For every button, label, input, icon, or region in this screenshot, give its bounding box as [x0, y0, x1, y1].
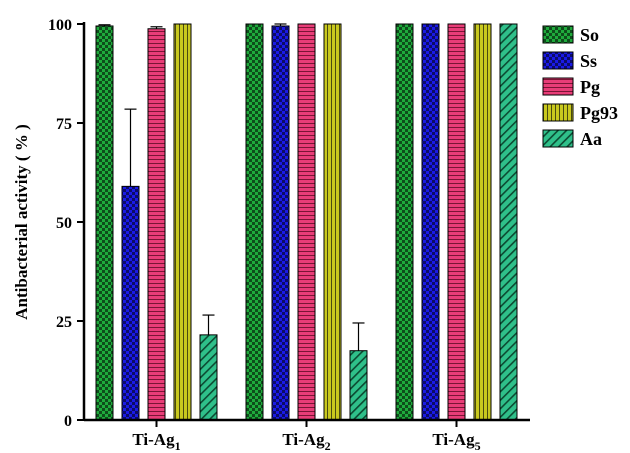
bar-ss-2 [271, 25, 290, 421]
legend-label-aa: Aa [580, 129, 602, 149]
y-tick-label: 50 [56, 215, 72, 232]
bar-so-2 [245, 23, 264, 421]
bar-aa-3 [499, 23, 518, 421]
error-bars-layer [98, 23, 365, 351]
bar-pg-2 [297, 23, 316, 421]
bar-so-1 [95, 25, 114, 421]
legend-swatch-pg93 [542, 103, 574, 122]
bar-pg93-2 [323, 23, 342, 421]
legend-swatch-pg [542, 77, 574, 96]
y-tick-label: 75 [56, 116, 72, 133]
legend: So Ss Pg Pg93 Aa [542, 25, 618, 149]
bar-so-3 [395, 23, 414, 421]
y-axis-label-group: Antibacterial activity ( % ) [12, 124, 31, 319]
legend-swatch-aa [542, 129, 574, 148]
legend-label-so: So [580, 25, 599, 45]
legend-swatch-so [542, 25, 574, 44]
y-tick-label: 0 [64, 413, 72, 430]
y-tick-label: 25 [56, 314, 72, 331]
y-tick-label: 100 [48, 17, 72, 34]
x-category-label: Ti-Ag5 [432, 430, 480, 453]
legend-label-pg93: Pg93 [580, 103, 618, 123]
bar-pg-3 [447, 23, 466, 421]
x-category-label: Ti-Ag1 [132, 430, 180, 453]
bar-pg93-1 [173, 23, 192, 421]
bar-pg93-3 [473, 23, 492, 421]
bar-ss-1 [121, 185, 140, 421]
bar-aa-2 [349, 350, 368, 421]
bars-layer [95, 23, 518, 421]
legend-label-ss: Ss [580, 51, 597, 71]
y-axis-label: Antibacterial activity ( % ) [12, 124, 31, 319]
legend-label-pg: Pg [580, 77, 600, 97]
x-category-label: Ti-Ag2 [282, 430, 330, 453]
axes-layer: 0 25 50 75 100 Ti-Ag1 Ti-Ag2 Ti-Ag5 [48, 17, 530, 453]
bar-pg-1 [147, 28, 166, 421]
bar-aa-1 [199, 334, 218, 421]
legend-swatch-ss [542, 51, 574, 70]
bar-ss-3 [421, 23, 440, 421]
